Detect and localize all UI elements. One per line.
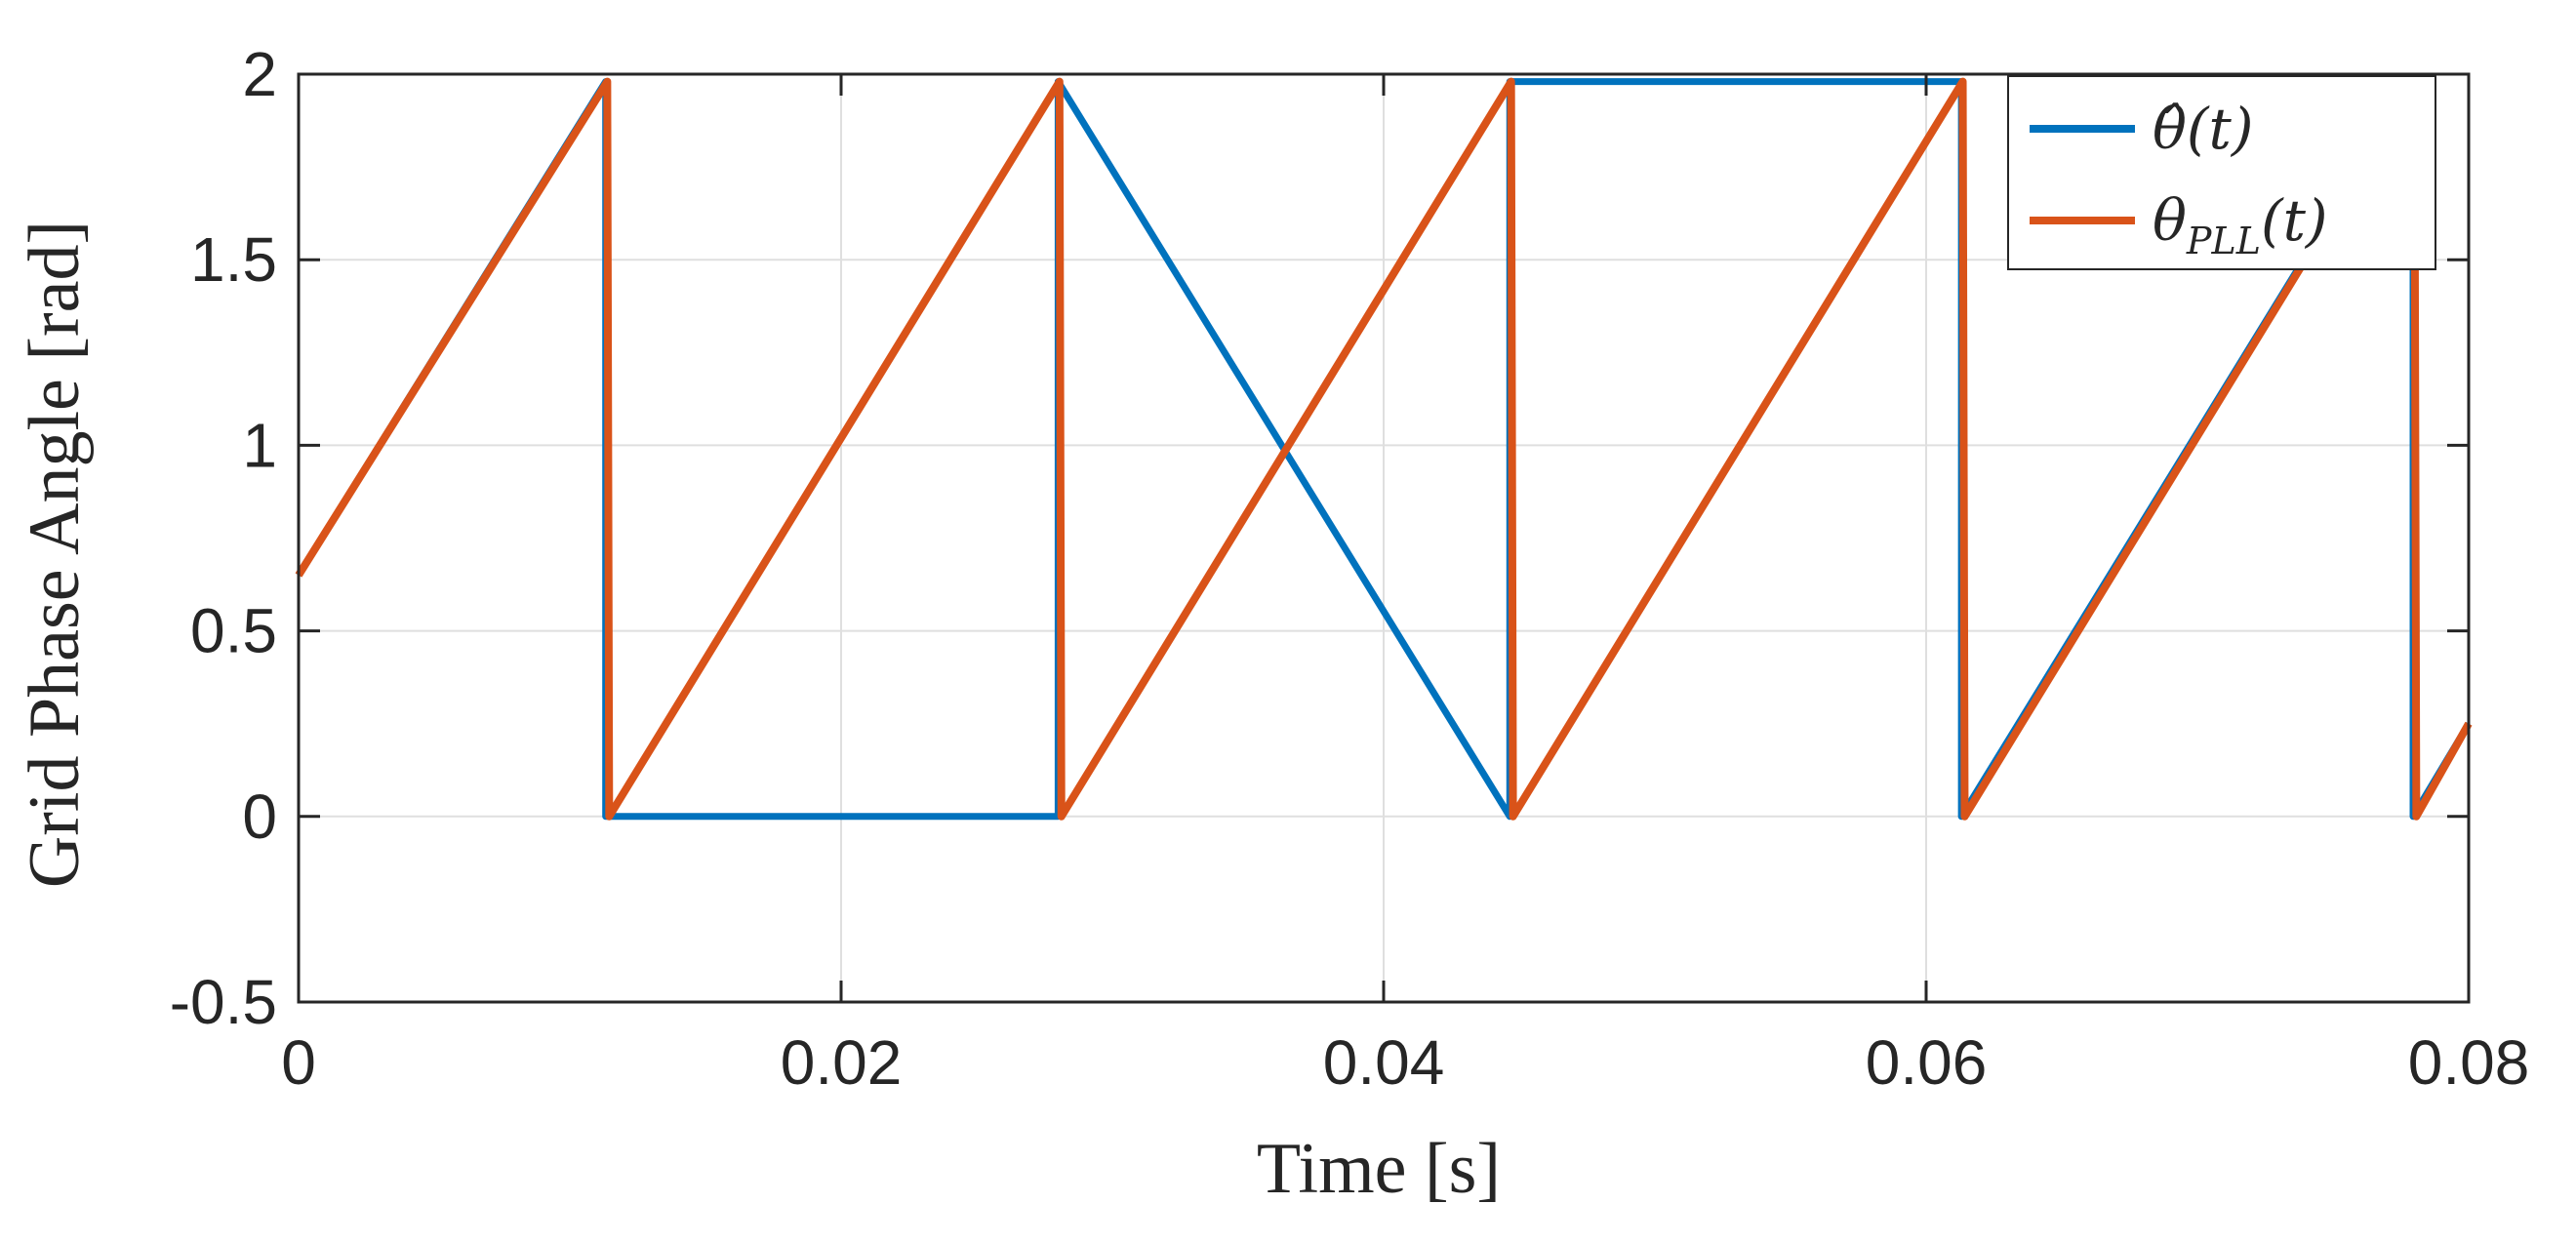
legend-theta-pll-main: θ [2153,187,2187,254]
x-tick-label: 0.04 [1323,1027,1445,1098]
legend-theta-pll-sub: PLL [2186,220,2261,262]
legend-theta-pll-suffix: (t) [2261,187,2328,254]
y-tick-label: 1.5 [190,224,277,295]
y-tick-label: 2 [242,39,277,109]
legend-theta-hat-main: θ̂ [2153,96,2187,162]
legend-label-theta-hat: θ̂(t) [2153,96,2254,162]
y-tick-label: 1 [242,410,277,480]
x-tick-label: 0.08 [2408,1027,2530,1098]
y-tick-label: -0.5 [170,967,277,1037]
tick-labels: 0 0.02 0.04 0.06 0.08-0.500.511.52 [170,39,2530,1098]
x-axis-label: Time [s] [1257,1129,1501,1209]
x-tick-label: 0 [281,1027,316,1098]
x-tick-label: 0.06 [1866,1027,1988,1098]
y-tick-label: 0 [242,782,277,852]
legend-box [2007,75,2436,270]
tick-marks [297,72,2471,1004]
y-tick-label: 0.5 [190,596,277,666]
legend-theta-hat-suffix: (t) [2187,96,2254,162]
legend-label-theta-pll: θPLL(t) [2153,187,2328,262]
legend: θ̂(t) θPLL(t) [2007,75,2436,270]
y-axis-label: Grid Phase Angle [rad] [15,221,95,888]
x-tick-label: 0.02 [781,1027,903,1098]
